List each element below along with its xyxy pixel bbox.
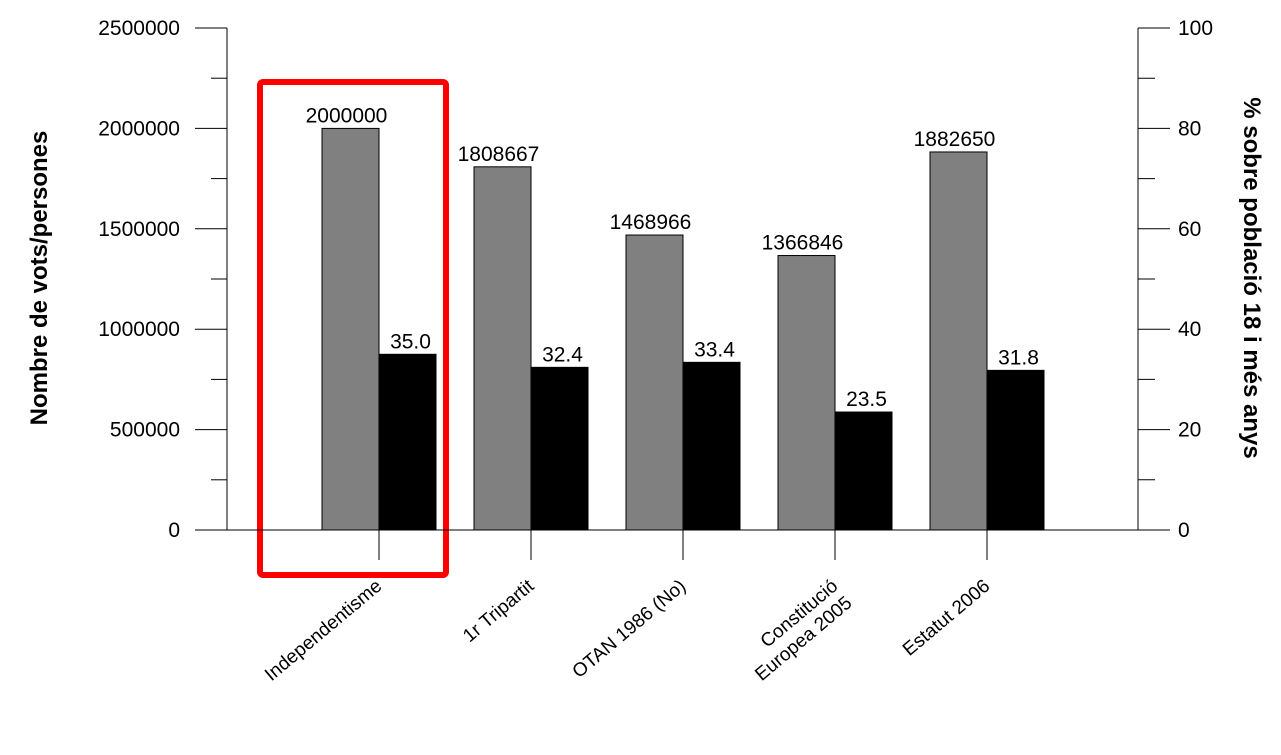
data-label-votes: 1366846 [762, 232, 844, 255]
y-tick-label-left: 1500000 [98, 218, 180, 241]
x-category-label: Independentisme [261, 576, 386, 686]
x-category-label-line: Independentisme [261, 576, 386, 686]
bar-votes [321, 127, 380, 531]
x-category-label: Estatut 2006 [899, 576, 994, 661]
x-category-label-line: OTAN 1986 (No) [569, 576, 691, 683]
data-label-percent: 23.5 [846, 388, 887, 411]
y-tick-label-right: 20 [1178, 419, 1201, 442]
data-label-percent: 32.4 [542, 343, 583, 366]
bar-percent [530, 366, 589, 531]
y-tick-label-right: 40 [1178, 318, 1201, 341]
bar-votes [625, 234, 684, 531]
y-tick-label-left: 500000 [110, 419, 180, 442]
x-category-label-line: Estatut 2006 [899, 576, 994, 661]
x-category-label: 1r Tripartit [459, 575, 539, 647]
bar-percent [986, 369, 1045, 531]
data-label-votes: 1468966 [610, 211, 692, 234]
data-label-votes: 1882650 [914, 128, 996, 151]
data-label-votes: 2000000 [306, 104, 388, 127]
y-axis-title-left: Nombre de vots/persones [26, 131, 53, 426]
y-tick-label-left: 2000000 [98, 117, 180, 140]
bar-percent [682, 361, 741, 531]
y-tick-label-left: 1000000 [98, 318, 180, 341]
bar-percent [834, 411, 893, 531]
data-label-votes: 1808667 [458, 143, 540, 166]
bar-votes [777, 255, 836, 531]
y-tick-label-right: 80 [1178, 117, 1201, 140]
chart-marks: 2000000 1808667 1468966 1366846 1882650 35.0 3… [257, 79, 1045, 578]
y-axis-title-right: % sobre població 18 i més anys [1238, 97, 1265, 458]
highlight-box [257, 79, 449, 578]
x-category-label: OTAN 1986 (No) [569, 576, 691, 683]
y-tick-label-right: 100 [1178, 17, 1213, 40]
y-tick-label-left: 0 [168, 519, 180, 542]
data-label-percent: 31.8 [998, 346, 1039, 369]
y-tick-label-right: 60 [1178, 218, 1201, 241]
x-category-label-line: 1r Tripartit [459, 575, 539, 647]
y-tick-label-left: 2500000 [98, 17, 180, 40]
data-label-percent: 33.4 [694, 338, 735, 361]
y-tick-label-right: 0 [1178, 519, 1190, 542]
data-label-percent: 35.0 [390, 330, 431, 353]
bar-votes [929, 151, 988, 531]
bar-votes [473, 166, 532, 531]
x-category-label: ConstitucióEuropea 2005 [737, 576, 856, 686]
bar-percent [378, 353, 437, 531]
